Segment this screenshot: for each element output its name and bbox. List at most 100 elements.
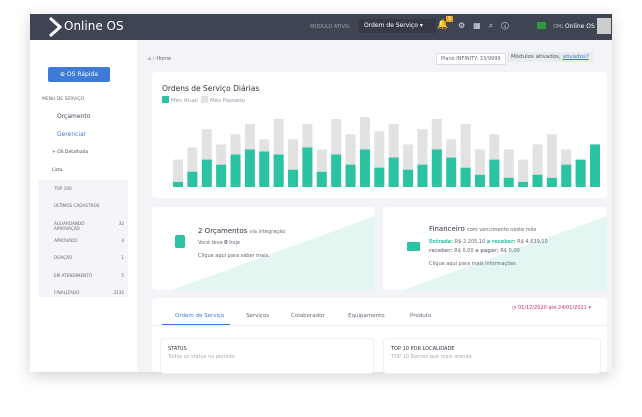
quick-button[interactable]: ⊕ OS Rápida <box>48 67 110 82</box>
bar <box>561 164 572 187</box>
sub-count: 1 <box>121 255 124 261</box>
sub-bg <box>38 180 128 297</box>
bar <box>244 149 255 187</box>
budget-title-line: 2 Orçamentos via integração <box>198 227 285 235</box>
bar <box>575 159 586 187</box>
finance-out: receber: R$ 0,00 a pagar: R$ 0,00 <box>429 248 520 254</box>
bar <box>546 177 557 187</box>
finance-title: Financeiro <box>429 225 465 233</box>
bar <box>273 119 284 187</box>
bar <box>187 147 198 187</box>
sub-item[interactable]: ÚLTIMOS CADASTROS <box>54 203 100 209</box>
bar <box>503 177 514 187</box>
in-recv-label: a receber: <box>486 239 516 245</box>
bar <box>532 174 543 187</box>
bar <box>474 174 485 187</box>
tab[interactable]: Equipamento <box>348 313 385 319</box>
module-select[interactable]: Ordem de Serviço ▾ <box>358 19 436 33</box>
out-pay-value: R$ 0,00 <box>500 248 520 254</box>
budget-count: 0 <box>224 240 228 246</box>
bar <box>546 134 557 187</box>
menu-item[interactable]: Lista <box>52 168 63 173</box>
bar <box>474 149 485 187</box>
chart-title: Ordens de Serviço Diárias <box>162 84 259 93</box>
sub-count: 4 <box>121 237 124 243</box>
budget-b: hoje <box>229 240 240 246</box>
bar <box>359 149 370 187</box>
legend-swatch <box>200 96 208 103</box>
bar <box>345 134 356 187</box>
bar <box>417 164 428 187</box>
sub-count: 3135 <box>113 289 124 295</box>
menu-item[interactable]: Gerenciar <box>57 131 87 138</box>
tab[interactable]: Serviços <box>246 313 270 319</box>
bar <box>503 149 514 187</box>
budget-title: 2 Orçamentos <box>198 227 248 235</box>
finance-card[interactable] <box>383 207 607 290</box>
sub-item[interactable]: EM ATENDIMENTO <box>54 272 93 278</box>
menu-item[interactable]: Orçamento <box>57 113 91 120</box>
budget-card[interactable] <box>152 207 375 290</box>
sub-count: 5 <box>121 272 124 278</box>
budget-link[interactable]: Clique aqui para saber mais. <box>198 253 270 259</box>
legend-swatch <box>162 96 169 103</box>
sub-count: 32 <box>118 220 124 226</box>
topbar <box>30 14 612 40</box>
quick-label: OS Rápida <box>66 71 99 78</box>
modules-text: Módulos ativados, <box>511 54 561 60</box>
icons: ⚙▦⌕ⓘ <box>458 21 517 30</box>
bar <box>403 169 414 187</box>
bar <box>532 144 543 187</box>
bar <box>460 167 471 187</box>
tabs-line <box>152 325 607 326</box>
bar <box>316 171 327 187</box>
menu-item[interactable]: + OS Detalhada <box>52 150 89 155</box>
sub-item[interactable]: TOP 100 <box>54 186 72 191</box>
tab-underline <box>162 324 230 325</box>
module: Ordem de Serviço <box>364 22 418 29</box>
budget-a: Você teve <box>198 240 223 246</box>
user-prefix: OML <box>553 24 565 30</box>
modules: Módulos ativados, ativados? <box>507 52 593 62</box>
tab[interactable]: Colaborador <box>291 313 325 319</box>
bar <box>288 139 299 187</box>
user: Online OS <box>565 23 595 30</box>
bell[interactable]: 🔔 <box>437 20 449 30</box>
range-text: 01/12/2020 até 24/01/2021 <box>517 305 587 311</box>
bar <box>273 154 284 187</box>
sub-item[interactable]: DOAÇÃO <box>54 255 73 261</box>
bar <box>187 171 198 187</box>
in-label: Entrada: <box>429 239 454 245</box>
panel-title: STATUS <box>168 346 187 352</box>
section: MENU DE SERVIÇO <box>42 97 85 102</box>
tab[interactable]: Ordem de Serviço <box>175 313 225 319</box>
bar <box>446 157 457 187</box>
modules-link[interactable]: ativados? <box>562 54 589 60</box>
bar <box>201 129 212 187</box>
plan: Plano INFINITY: 33/9999 <box>436 53 506 65</box>
bar <box>288 169 299 187</box>
finance-link[interactable]: Clique aqui para mais informações <box>429 261 516 267</box>
avatar[interactable] <box>597 18 611 34</box>
bar <box>345 164 356 187</box>
bar <box>173 181 183 187</box>
bar <box>489 159 500 187</box>
bar <box>417 129 428 187</box>
bar <box>374 167 385 187</box>
in-value: R$ 2.205,10 <box>454 239 486 245</box>
sub-item[interactable]: APROVADO <box>54 237 78 243</box>
sub-item[interactable]: FINALIZADO <box>54 289 80 295</box>
legend-label: Mês Passado <box>210 97 246 104</box>
range[interactable]: ◷ 01/12/2020 até 24/01/2021 ▾ <box>512 305 591 311</box>
tab[interactable]: Produto <box>410 313 432 319</box>
bar <box>460 124 471 187</box>
budget-icon <box>175 235 185 248</box>
panel-subtitle: TOP 10 Bairros que mais atende <box>391 354 472 360</box>
logo-icon <box>48 17 62 37</box>
out-label: receber: <box>429 248 453 254</box>
chart: Ordens de Serviço Diárias Mês Atual Mês P… <box>162 84 600 187</box>
panel-title: TOP 10 POR LOCALIDADE <box>391 346 455 352</box>
sub-item[interactable]: AGUARDANDO APROVAÇÃO <box>54 220 85 231</box>
in-recv-value: R$ 4.639,10 <box>517 239 548 245</box>
